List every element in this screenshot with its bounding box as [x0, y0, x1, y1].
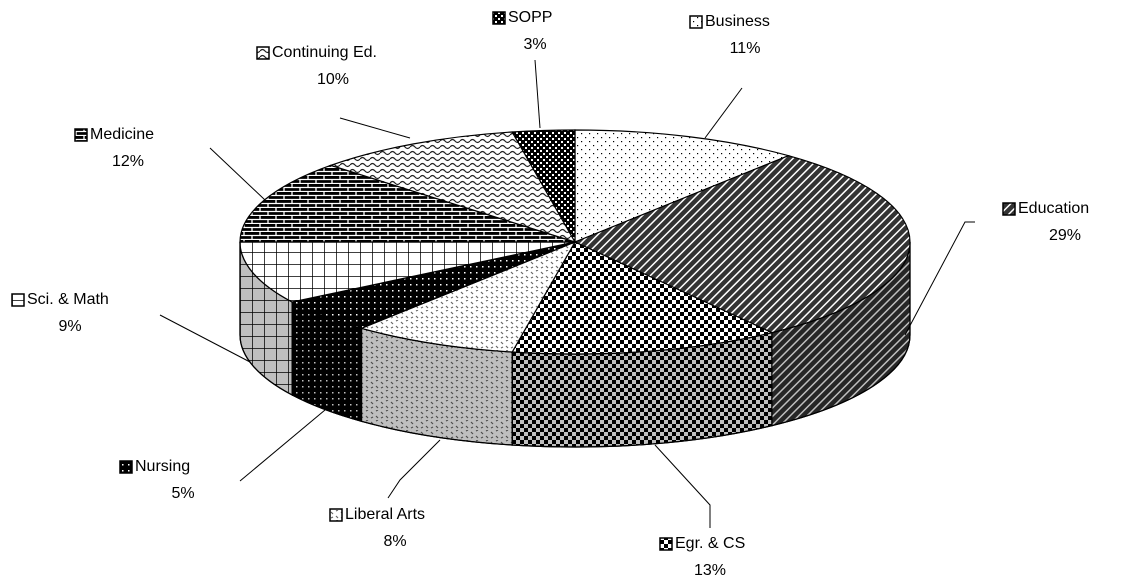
legend-key	[256, 46, 270, 60]
pie-tops	[239, 129, 911, 355]
category-label: Nursing	[135, 458, 190, 475]
category-label: Liberal Arts	[345, 506, 425, 523]
slice	[574, 129, 791, 243]
category-label: Medicine	[90, 126, 154, 143]
slice	[328, 131, 577, 244]
legend-key	[329, 508, 343, 522]
value-label: 13%	[694, 562, 726, 579]
leader-line	[209, 147, 266, 201]
value-label: 8%	[383, 533, 406, 550]
labels: Business 11% Education 29% Egr. & CS 13% Liber…	[11, 9, 1089, 579]
slice	[573, 155, 911, 334]
slice	[239, 164, 576, 243]
legend-key	[119, 460, 133, 474]
pie-sides	[239, 241, 911, 448]
legend-key	[1002, 202, 1016, 216]
value-label: 29%	[1049, 227, 1081, 244]
leader-line	[704, 87, 743, 139]
slice	[511, 241, 774, 355]
leader-line	[654, 444, 711, 528]
legend-key	[11, 293, 25, 307]
category-label: Egr. & CS	[675, 535, 745, 552]
leader-line	[534, 59, 541, 129]
leader-line	[239, 409, 326, 482]
value-label: 11%	[730, 40, 761, 57]
legend-key	[74, 128, 88, 142]
category-label: SOPP	[508, 9, 552, 26]
value-label: 5%	[171, 485, 194, 502]
legend-key	[492, 11, 506, 25]
value-label: 9%	[58, 318, 81, 335]
category-label: Sci. & Math	[27, 291, 109, 308]
legend-key	[689, 15, 703, 29]
value-label: 12%	[112, 153, 144, 170]
slice	[511, 129, 576, 245]
category-label: Business	[705, 13, 770, 30]
slice	[359, 240, 577, 353]
leader-line	[904, 221, 975, 336]
value-label: 10%	[317, 71, 349, 88]
leader-line	[159, 314, 251, 363]
leader-line	[387, 439, 441, 499]
legend-key	[659, 537, 673, 551]
category-label: Continuing Ed.	[272, 44, 377, 61]
category-label: Education	[1018, 200, 1089, 217]
leader-line	[339, 117, 411, 139]
value-label: 3%	[523, 36, 546, 53]
slice	[239, 241, 576, 303]
